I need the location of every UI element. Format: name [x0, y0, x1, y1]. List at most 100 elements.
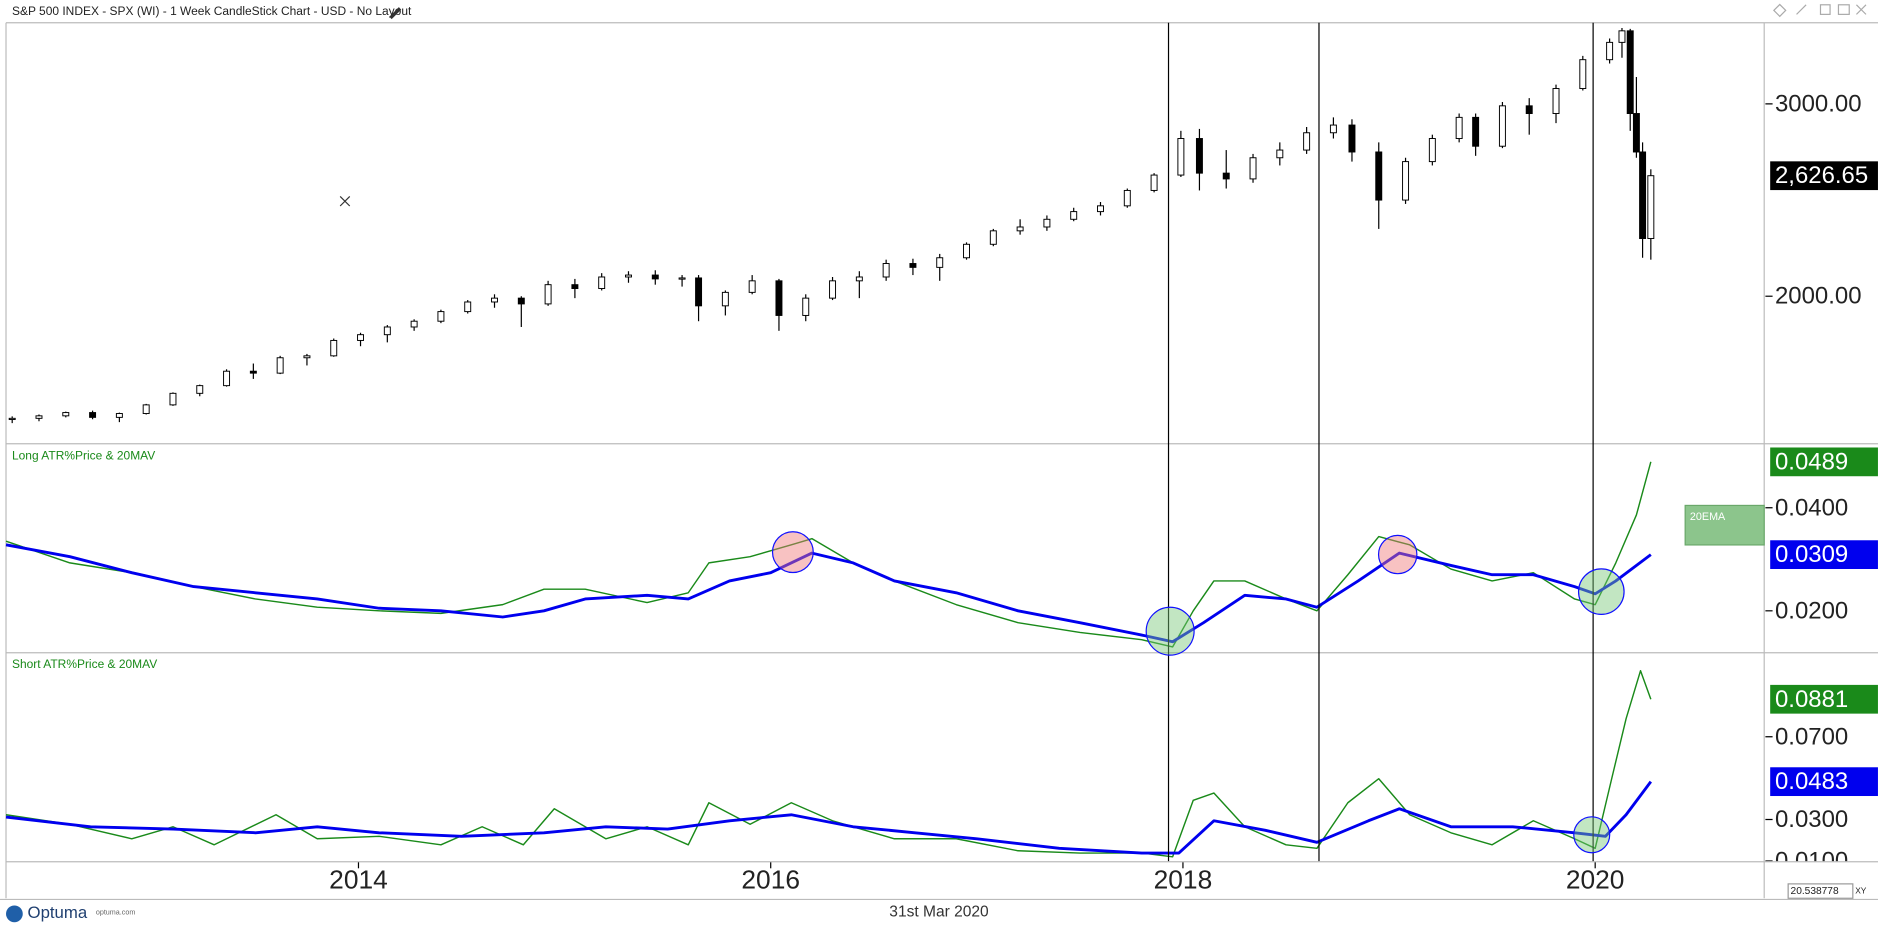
candle-body — [1177, 138, 1185, 176]
value-badge — [1770, 684, 1878, 714]
annotation-box[interactable] — [1684, 504, 1765, 546]
candle-body — [464, 301, 472, 313]
candle-body — [1043, 218, 1051, 228]
candle-body — [748, 280, 756, 293]
candle-body — [989, 230, 997, 245]
candle-body — [1195, 138, 1203, 174]
y-tick-label: 0.0200 — [1775, 597, 1848, 624]
x-tick-label: 2016 — [741, 864, 800, 894]
candle-body — [142, 404, 150, 415]
site: optuma.com — [96, 909, 135, 917]
candle-body — [196, 385, 204, 394]
candle-body — [598, 276, 606, 290]
series-line — [5, 780, 1652, 855]
readout: 20.538778 — [1791, 886, 1839, 897]
candle-body — [1375, 151, 1383, 201]
candle-body — [1498, 105, 1506, 147]
candle-body — [1303, 132, 1311, 151]
candle-body — [1276, 149, 1284, 159]
chart-title: S&P 500 INDEX - SPX (WI) - 1 Week Candle… — [12, 4, 412, 18]
logo-icon — [6, 905, 23, 923]
candle-body — [35, 415, 43, 419]
vertical-lines — [1167, 22, 1594, 862]
long-atr-panel: 0.0400 0.0200 0.0489 0.0309 — [5, 447, 1878, 648]
highlight-circles — [771, 531, 1625, 854]
short-atr-panel: 0.0700 0.0300 0.0100 0.0881 0.0483 — [5, 669, 1878, 874]
candle-body — [1348, 124, 1356, 153]
mode[interactable]: XY — [1855, 885, 1867, 895]
candle-body — [1472, 116, 1480, 147]
date: 31st Mar 2020 — [889, 904, 989, 921]
candle-body — [1606, 41, 1614, 61]
candle-body — [855, 276, 863, 282]
candle-body — [775, 280, 783, 316]
x-tick-label: 2018 — [1154, 864, 1213, 894]
candle-body — [571, 284, 579, 290]
candle-body — [1618, 30, 1626, 43]
x-tick-label: 2014 — [329, 864, 388, 894]
series-line — [5, 461, 1652, 648]
x-tick-label: 2020 — [1566, 864, 1625, 894]
candle-body — [678, 277, 686, 280]
candle-body — [1016, 226, 1024, 232]
value-badge-label: 0.0309 — [1775, 541, 1848, 568]
value-badge — [1770, 767, 1878, 797]
candle-body — [1402, 161, 1410, 201]
window-icons[interactable] — [1772, 3, 1867, 18]
candle-body — [651, 274, 659, 280]
value-badge-label: 2,626.65 — [1775, 162, 1868, 189]
candle-body — [1639, 151, 1647, 240]
candle-body — [357, 334, 365, 341]
value-badge — [1770, 161, 1878, 191]
y-tick-label: 0.0400 — [1775, 494, 1848, 521]
candle-body — [303, 355, 311, 359]
candle-body — [936, 257, 944, 268]
candle-body — [249, 370, 257, 374]
x-axis: 2014 2016 2018 2020 — [329, 862, 1624, 894]
candle-body — [1150, 174, 1158, 191]
value-badge — [1770, 447, 1878, 477]
cursor-cross — [339, 195, 351, 207]
candle-body — [8, 417, 16, 421]
y-tick-label: 0.0700 — [1775, 723, 1848, 750]
candle-body — [410, 320, 418, 328]
candle-body — [223, 370, 231, 387]
candle-body — [1626, 30, 1634, 115]
candle-body — [1123, 189, 1131, 207]
candle-body — [62, 412, 70, 417]
annotation-text: 20EMA — [1690, 511, 1726, 523]
candle-body — [517, 297, 525, 305]
value-badge-label: 0.0483 — [1775, 768, 1848, 795]
candle-body — [491, 297, 498, 303]
candle-body — [1249, 157, 1257, 180]
candle-body — [1525, 105, 1533, 115]
y-tick-label: 0.0100 — [1775, 847, 1848, 874]
candle-body — [829, 280, 837, 299]
readout-box — [1787, 883, 1854, 899]
candle-body — [1070, 211, 1078, 220]
candle-body — [383, 326, 391, 336]
y-tick-label: 3000.00 — [1775, 90, 1862, 117]
candle-body — [1097, 205, 1104, 213]
candle-body — [882, 263, 890, 278]
edit-icon[interactable] — [389, 7, 402, 20]
y-tick-label: 0.0300 — [1775, 806, 1848, 833]
candle-body — [963, 243, 970, 259]
logo: Optuma — [28, 903, 88, 922]
series-line — [5, 543, 1652, 644]
candle-body — [89, 412, 97, 418]
panel-title: Short ATR%Price & 20MAV — [12, 657, 157, 671]
candle-body — [437, 311, 445, 322]
candle-body — [695, 277, 703, 307]
candle-body — [1222, 172, 1230, 180]
candle-body — [1455, 116, 1463, 140]
candle-body — [330, 339, 338, 357]
candle-body — [625, 274, 632, 278]
value-badge-label: 0.0489 — [1775, 448, 1848, 475]
candle-body — [169, 392, 177, 406]
candle-body — [1552, 88, 1560, 115]
candle-body — [721, 291, 729, 307]
candle-body — [1329, 124, 1337, 134]
